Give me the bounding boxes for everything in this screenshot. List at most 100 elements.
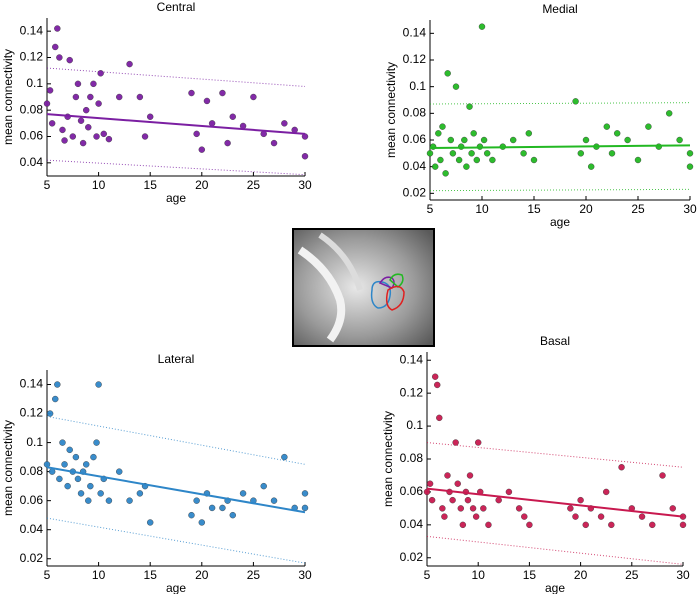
chart-title: Central bbox=[157, 0, 196, 14]
point bbox=[95, 381, 102, 388]
x-tick-label: 5 bbox=[427, 202, 434, 216]
confidence-line bbox=[46, 415, 306, 465]
point bbox=[239, 490, 247, 497]
point bbox=[567, 505, 574, 512]
point bbox=[435, 130, 442, 137]
point bbox=[480, 136, 488, 144]
y-tick-label: 0.14 bbox=[20, 23, 44, 37]
y-tick-label: 0.12 bbox=[403, 52, 427, 66]
point bbox=[431, 373, 439, 380]
point bbox=[455, 156, 463, 164]
point bbox=[301, 504, 309, 512]
fit-line bbox=[46, 113, 306, 135]
point bbox=[469, 505, 477, 512]
fit-line bbox=[426, 487, 684, 518]
point bbox=[530, 156, 538, 164]
point bbox=[188, 89, 195, 97]
point bbox=[520, 150, 527, 157]
point bbox=[208, 120, 216, 127]
point bbox=[136, 490, 144, 497]
point bbox=[250, 93, 257, 101]
y-tick-label: 0.06 bbox=[20, 129, 44, 143]
point bbox=[457, 505, 464, 512]
point bbox=[470, 130, 477, 137]
point bbox=[597, 513, 605, 520]
confidence-line bbox=[429, 102, 691, 105]
y-tick-label: 0.06 bbox=[20, 493, 44, 507]
point bbox=[301, 153, 309, 160]
point bbox=[97, 490, 104, 497]
point bbox=[203, 97, 211, 105]
point bbox=[219, 504, 226, 512]
point bbox=[478, 23, 486, 30]
point bbox=[126, 497, 133, 504]
point bbox=[90, 80, 97, 88]
point bbox=[43, 100, 51, 107]
point bbox=[588, 163, 595, 170]
point bbox=[452, 439, 459, 446]
point bbox=[93, 133, 100, 140]
x-tick-label: 10 bbox=[92, 178, 106, 192]
point bbox=[649, 521, 656, 529]
point bbox=[638, 513, 646, 520]
x-tick-label: 20 bbox=[195, 178, 209, 192]
confidence-line bbox=[429, 188, 691, 192]
point bbox=[525, 130, 532, 137]
point bbox=[669, 505, 676, 512]
point bbox=[582, 136, 590, 144]
point bbox=[510, 136, 517, 144]
point bbox=[645, 123, 652, 130]
point bbox=[97, 70, 104, 77]
point bbox=[489, 156, 496, 164]
point bbox=[515, 505, 523, 512]
point bbox=[208, 504, 216, 512]
point bbox=[428, 496, 436, 504]
point bbox=[64, 482, 71, 490]
point bbox=[679, 521, 687, 529]
point bbox=[281, 453, 288, 461]
point bbox=[449, 150, 457, 157]
point bbox=[444, 70, 451, 77]
point bbox=[270, 497, 278, 504]
point bbox=[90, 453, 97, 461]
point bbox=[188, 511, 195, 519]
point bbox=[59, 439, 66, 446]
point bbox=[686, 163, 694, 170]
point bbox=[463, 163, 470, 170]
point bbox=[449, 496, 456, 504]
fit-line bbox=[46, 466, 306, 514]
point bbox=[452, 83, 460, 90]
point bbox=[444, 472, 451, 479]
point bbox=[461, 136, 468, 144]
y-tick-label: 0.04 bbox=[20, 155, 44, 169]
point bbox=[454, 480, 461, 487]
x-tick-label: 30 bbox=[676, 568, 690, 582]
point bbox=[56, 475, 63, 483]
point bbox=[485, 521, 492, 529]
x-tick-label: 20 bbox=[574, 568, 588, 582]
point bbox=[624, 136, 631, 144]
y-axis-label: mean connectivity bbox=[1, 420, 15, 516]
y-tick-label: 0.12 bbox=[20, 50, 44, 64]
point bbox=[676, 136, 683, 144]
point bbox=[61, 137, 68, 144]
point bbox=[87, 93, 94, 101]
point bbox=[77, 117, 85, 124]
point bbox=[224, 139, 231, 147]
point bbox=[659, 472, 666, 479]
x-tick-label: 10 bbox=[92, 568, 106, 582]
point bbox=[464, 496, 472, 504]
x-axis-label: age bbox=[550, 215, 570, 229]
y-tick-label: 0.04 bbox=[20, 522, 44, 536]
point bbox=[77, 490, 85, 497]
point bbox=[193, 130, 200, 138]
chart-title: Basal bbox=[540, 334, 570, 348]
x-tick-label: 25 bbox=[631, 202, 645, 216]
point bbox=[87, 482, 94, 490]
y-tick-label: 0.04 bbox=[403, 159, 427, 173]
point bbox=[95, 100, 102, 107]
lateral-outline bbox=[370, 280, 392, 309]
y-tick-label: 0.12 bbox=[20, 406, 44, 420]
basal-outline bbox=[385, 285, 405, 311]
